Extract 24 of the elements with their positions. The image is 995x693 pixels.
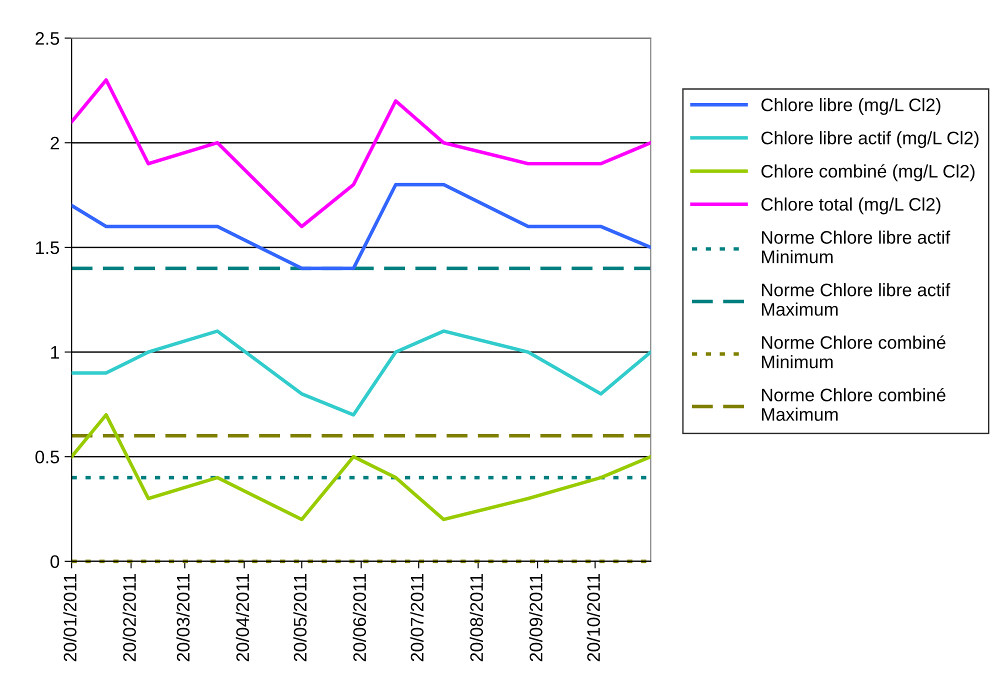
x-tick-label: 20/09/2011 (529, 574, 542, 662)
y-tick-label: 1.5 (36, 242, 60, 254)
legend-label: Chlore combiné (mg/L Cl2) (761, 164, 975, 182)
legend-label: Chlore libre actif (mg/L Cl2) (761, 131, 979, 148)
y-tick-label: 0.5 (35, 450, 60, 464)
y-tick-label: 0 (50, 555, 60, 568)
x-tick-label: 20/06/2011 (352, 574, 366, 662)
legend-label: Norme Chlore libre actif Minimum (762, 230, 950, 264)
x-tick-label: 20/03/2011 (176, 574, 190, 662)
legend-label: Norme Chlore combiné Minimum (762, 335, 946, 368)
y-tick-label: 2 (50, 136, 59, 150)
x-tick-label: 20/04/2011 (236, 574, 250, 662)
legend-label: Chlore total (mg/L Cl2) (761, 197, 940, 214)
x-tick-label: 20/01/2011 (63, 574, 76, 662)
y-tick-label: 2.5 (36, 32, 60, 45)
legend-label: Chlore libre (mg/L Cl2) (761, 98, 940, 115)
legend-label: Norme Chlore combiné Maximum (762, 388, 946, 421)
x-tick-label: 20/10/2011 (586, 574, 600, 662)
x-tick-label: 20/08/2011 (470, 574, 483, 662)
x-tick-label: 20/07/2011 (410, 574, 424, 662)
legend-label: Norme Chlore libre actif Maximum (762, 283, 950, 316)
y-tick-label: 1 (51, 346, 59, 359)
x-tick-label: 20/05/2011 (293, 574, 307, 662)
x-tick-label: 20/02/2011 (122, 574, 136, 662)
